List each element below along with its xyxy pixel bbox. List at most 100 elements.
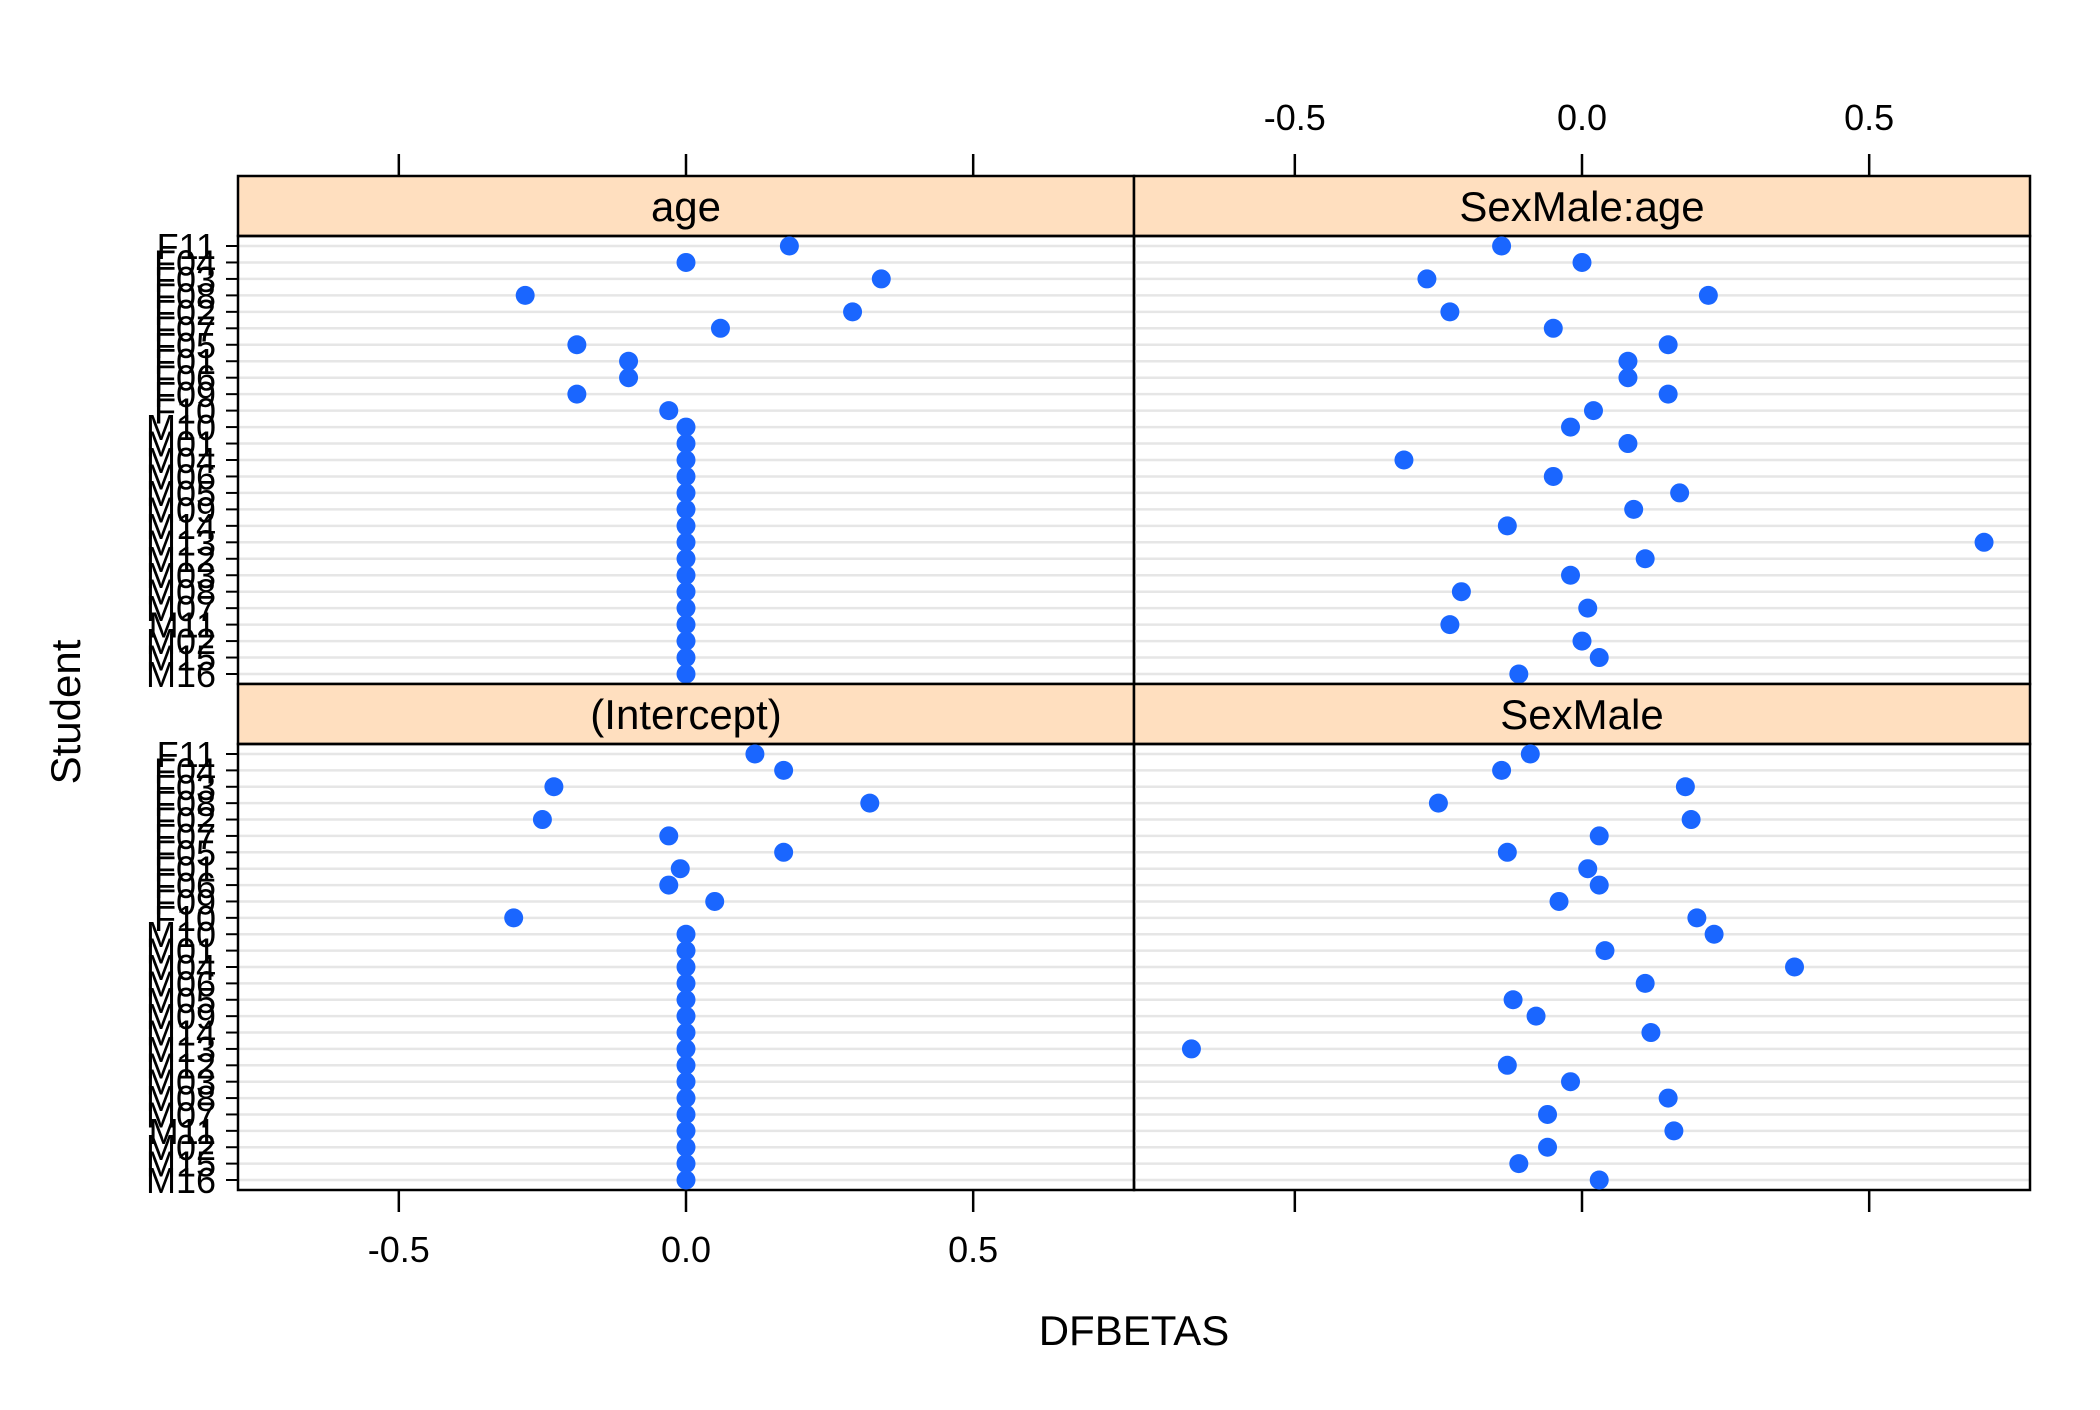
data-point-M13 — [1974, 532, 1994, 552]
data-point-F04 — [774, 760, 794, 780]
data-point-M12 — [676, 1055, 696, 1075]
panels-layer: ageF11F04F03F08F02F07F05F01F06F09F10M10M… — [146, 174, 2032, 1201]
data-point-F03 — [1675, 777, 1695, 797]
y-tick-label: M11 — [149, 605, 216, 646]
data-point-M14 — [676, 516, 696, 536]
y-tick-label: M09 — [146, 489, 216, 530]
data-point-F03 — [544, 777, 564, 797]
data-point-M14 — [1641, 1023, 1661, 1043]
data-point-M13 — [1181, 1039, 1201, 1059]
data-point-M02 — [1572, 631, 1592, 651]
y-tick-label: M04 — [146, 947, 216, 988]
data-point-F05 — [1497, 842, 1517, 862]
y-tick-label: M10 — [146, 407, 216, 448]
panel-title: age — [651, 183, 721, 230]
data-point-M10 — [676, 924, 696, 944]
panel-title: SexMale — [1500, 691, 1663, 738]
data-point-F06 — [1618, 368, 1638, 388]
data-point-M02 — [1538, 1137, 1558, 1157]
data-point-M08 — [1658, 1088, 1678, 1108]
panel-1: SexMale:age — [1132, 174, 2032, 686]
y-tick-label: M02 — [146, 1127, 216, 1168]
y-tick-label: M05 — [146, 473, 216, 514]
y-tick-label: M16 — [146, 654, 216, 695]
panel-title: SexMale:age — [1459, 183, 1704, 230]
y-tick-label: F10 — [154, 898, 216, 939]
data-point-M15 — [676, 1154, 696, 1174]
x-tick-label: 0.0 — [661, 1229, 711, 1270]
y-tick-label: F07 — [154, 816, 216, 857]
y-tick-label: F06 — [154, 865, 216, 906]
data-point-M09 — [1624, 499, 1644, 519]
y-axis-label: Student — [42, 639, 89, 784]
data-point-F02 — [532, 810, 552, 830]
y-tick-label: F11 — [157, 734, 216, 775]
data-point-F10 — [504, 908, 524, 928]
y-tick-label: F08 — [154, 783, 216, 824]
data-point-F05 — [567, 335, 587, 355]
data-point-M14 — [1497, 516, 1517, 536]
data-point-M04 — [676, 450, 696, 470]
panel-strip — [236, 174, 1136, 238]
data-point-F08 — [515, 285, 535, 305]
data-point-M13 — [676, 532, 696, 552]
data-point-M09 — [676, 499, 696, 519]
data-point-M07 — [676, 1104, 696, 1124]
data-point-F08 — [1428, 793, 1448, 813]
y-tick-label: F07 — [154, 308, 216, 349]
y-tick-label: M15 — [146, 638, 216, 679]
data-point-M09 — [1526, 1006, 1546, 1026]
data-point-F09 — [1549, 891, 1569, 911]
data-point-F09 — [567, 384, 587, 404]
panel-3: SexMale — [1132, 682, 2032, 1192]
data-point-F08 — [1698, 285, 1718, 305]
data-point-F11 — [1520, 744, 1540, 764]
x-tick-label: -0.5 — [368, 1229, 430, 1270]
y-tick-label: M02 — [146, 621, 216, 662]
data-point-M04 — [1785, 957, 1805, 977]
data-point-M11 — [676, 1121, 696, 1141]
data-point-M08 — [676, 1088, 696, 1108]
data-point-M11 — [1440, 615, 1460, 635]
data-point-F03 — [871, 269, 891, 289]
data-point-F10 — [1583, 401, 1603, 421]
data-point-M06 — [1635, 973, 1655, 993]
data-point-M08 — [1451, 582, 1471, 602]
data-point-M01 — [676, 434, 696, 454]
y-tick-label: F02 — [154, 292, 216, 333]
data-point-M05 — [676, 990, 696, 1010]
data-point-M15 — [1589, 648, 1609, 668]
data-point-M11 — [676, 615, 696, 635]
data-point-M16 — [676, 664, 696, 684]
data-point-F02 — [1681, 810, 1701, 830]
data-point-F05 — [774, 842, 794, 862]
data-point-F11 — [1492, 236, 1512, 256]
y-tick-label: F03 — [154, 767, 216, 808]
y-tick-label: M14 — [146, 1013, 216, 1054]
x-tick-label: -0.5 — [1264, 97, 1326, 138]
data-point-F09 — [1658, 384, 1678, 404]
y-tick-label: M06 — [146, 963, 216, 1004]
data-point-M11 — [1664, 1121, 1684, 1141]
data-point-F06 — [659, 875, 679, 895]
data-point-M07 — [1538, 1104, 1558, 1124]
data-point-F04 — [676, 252, 696, 272]
data-point-M01 — [1595, 941, 1615, 961]
y-tick-label: M14 — [146, 506, 216, 547]
data-point-F09 — [705, 891, 725, 911]
y-tick-label: M04 — [146, 440, 216, 481]
data-point-M15 — [1509, 1154, 1529, 1174]
y-tick-label: F09 — [154, 881, 216, 922]
data-point-M03 — [676, 565, 696, 585]
data-point-M02 — [676, 631, 696, 651]
data-point-F06 — [619, 368, 639, 388]
data-point-M16 — [676, 1170, 696, 1190]
y-tick-label: M13 — [146, 1029, 216, 1070]
data-point-M16 — [1509, 664, 1529, 684]
y-tick-label: F02 — [154, 800, 216, 841]
data-point-F10 — [659, 401, 679, 421]
data-point-F05 — [1658, 335, 1678, 355]
data-point-M03 — [676, 1072, 696, 1092]
x-tick-label: 0.0 — [1557, 97, 1607, 138]
